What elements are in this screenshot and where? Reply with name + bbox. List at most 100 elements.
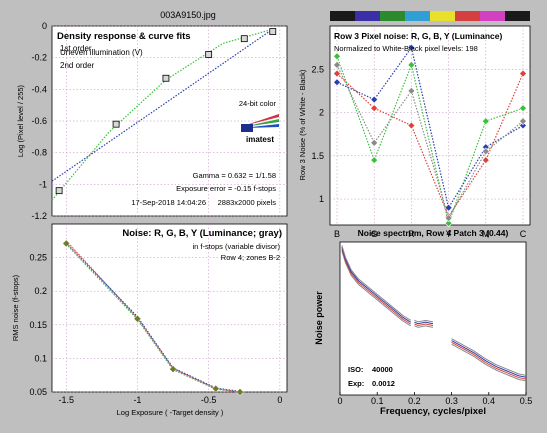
noise-fstops-x-label: Log Exposure ( -Target density )	[117, 408, 224, 417]
density-fit-1st-order	[51, 28, 274, 182]
color-strip-swatch	[405, 11, 430, 21]
spectrum-x-tick-label: 0	[337, 396, 342, 406]
noise-fstops-subtitle2: Row 4; zones B-2	[221, 253, 280, 262]
row3-point-b	[370, 95, 379, 104]
noise-fstops-y-tick-label: 0.2	[34, 286, 47, 296]
density-annotation-color: 24-bit color	[239, 99, 277, 108]
noise-fstops-y-tick-label: 0.1	[34, 353, 47, 363]
spectrum-x-tick-label: 0.3	[445, 396, 458, 406]
noise-fstops-series-b	[65, 242, 241, 392]
density-y-tick-label: -1.2	[31, 211, 47, 221]
color-strip-swatches	[330, 11, 530, 21]
spectrum-trace	[451, 341, 527, 380]
density-data-point	[112, 120, 120, 128]
row3-point-y	[519, 117, 527, 126]
spectrum-trace	[451, 343, 527, 382]
noise-fstops-subtitle: in f-stops (variable divisor)	[192, 242, 280, 251]
noise-fstops-y-label: RMS noise (f-stops)	[11, 274, 20, 341]
row3-point-g	[333, 52, 341, 61]
row3-x-tick-label: M	[482, 229, 490, 239]
row3-x-tick-label: G	[371, 229, 378, 239]
density-legend-2nd: 2nd order	[60, 61, 95, 70]
density-data-point	[162, 74, 170, 82]
row3-series-g	[336, 56, 524, 226]
noise-fstops-point	[169, 365, 177, 374]
density-data-point	[55, 187, 63, 195]
density-points	[55, 28, 277, 195]
spectrum-trace	[414, 323, 434, 327]
row3-x-tick-label: Y	[446, 229, 452, 239]
spectrum-trace	[414, 321, 434, 325]
density-y-tick-label: -0.8	[31, 148, 47, 158]
noise-spectrum-panel: 0 0.1 0.2 0.3 0.4 0.5 Noise spectrum, Row 4 P…	[314, 228, 532, 417]
density-grid	[52, 25, 287, 217]
row3-point-b	[407, 43, 416, 52]
spectrum-iso-value: 40000	[372, 365, 393, 374]
density-y-tick-label: -1	[39, 179, 47, 189]
density-title: Density response & curve fits	[57, 31, 191, 42]
row3-series-y	[336, 64, 524, 220]
noise-fstops-y-tick-label: 0.25	[29, 253, 47, 263]
spectrum-trace	[414, 325, 434, 328]
row3-point-y	[370, 138, 379, 147]
spectrum-trace	[341, 248, 411, 325]
density-legend-1st: 1st order	[60, 44, 92, 53]
noise-fstops-x-tick-label: -1	[133, 395, 141, 405]
noise-fstops-point	[62, 239, 71, 248]
color-strip-swatch	[505, 11, 530, 21]
row3-point-y	[444, 214, 453, 223]
spectrum-plot-area	[339, 241, 527, 396]
row3-series-b	[336, 46, 524, 210]
density-y-tick-label: -0.4	[31, 84, 47, 94]
color-strip-swatch	[355, 11, 380, 21]
spectrum-iso-label: ISO:	[348, 365, 363, 374]
row3-title: Row 3 Pixel noise: R, G, B, Y (Luminance…	[334, 31, 502, 41]
noise-fstops-point	[133, 314, 142, 323]
row3-noise-panel: 1 1.5 2 2.5 B G R Y M C Row 3 Pixel noise: R, G, …	[298, 11, 531, 239]
noise-fstops-x-tick-label: 0	[277, 395, 282, 405]
row3-point-b	[519, 121, 527, 130]
row3-y-tick-label: 2.5	[311, 64, 324, 74]
spectrum-trace	[451, 338, 527, 376]
row3-y-tick-label: 1	[319, 194, 324, 204]
density-gamma: Gamma = 0.632 = 1/1.58	[193, 171, 276, 180]
spectrum-x-tick-label: 0.2	[408, 396, 421, 406]
color-strip-swatch	[380, 11, 405, 21]
row3-point-r	[407, 121, 416, 130]
density-y-ticks: 0 -0.2 -0.4 -0.6 -0.8 -1 -1.2	[31, 21, 47, 221]
density-y-tick-label: 0	[42, 21, 47, 31]
density-panel: 0 -0.2 -0.4 -0.6 -0.8 -1 -1.2 Density response…	[16, 21, 288, 221]
logo-wedge-red	[243, 114, 279, 126]
density-data-point	[269, 28, 277, 35]
spectrum-y-label: Noise power	[314, 291, 324, 345]
spectrum-title: Noise spectrum, Row 4 Patch 3 (0.44)	[358, 228, 509, 238]
row3-point-b	[333, 78, 341, 87]
color-strip-swatch	[330, 11, 355, 21]
row3-point-y	[481, 147, 490, 156]
spectrum-trace	[451, 340, 527, 378]
row3-point-g	[481, 117, 490, 126]
row3-x-tick-label: B	[334, 229, 340, 239]
noise-fstops-x-tick-label: -1.5	[58, 395, 74, 405]
row3-x-tick-label: R	[408, 229, 415, 239]
row3-point-r	[370, 104, 379, 113]
noise-fstops-x-tick-label: -0.5	[201, 395, 217, 405]
color-strip-swatch	[430, 11, 455, 21]
density-y-tick-label: -0.2	[31, 53, 47, 63]
density-y-label: Log (Pixel level / 255)	[16, 84, 25, 157]
row3-y-tick-label: 2	[319, 108, 324, 118]
noise-fstops-title: Noise: R, G, B, Y (Luminance; gray)	[122, 228, 282, 239]
noise-fstops-point	[236, 388, 244, 396]
spectrum-exp-value: 0.0012	[372, 379, 395, 388]
figure-title: 003A9150.jpg	[160, 10, 216, 20]
density-data-point	[240, 35, 248, 43]
row3-y-tick-label: 1.5	[311, 151, 324, 161]
spectrum-x-tick-label: 0.4	[483, 396, 496, 406]
density-legend-overlay: Uneven illumination (V)	[60, 48, 143, 57]
spectrum-trace	[341, 245, 411, 321]
row3-x-tick-label: C	[520, 229, 527, 239]
row3-y-label: Row 3 Noise (% of White - Black)	[298, 69, 307, 180]
logo-block	[241, 124, 253, 132]
